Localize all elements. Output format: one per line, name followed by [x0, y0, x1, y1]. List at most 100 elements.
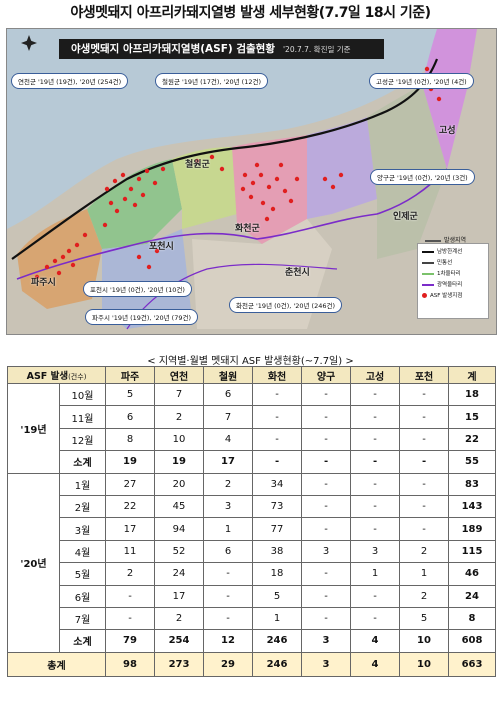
value-cell: 2 — [203, 472, 254, 496]
value-cell: 17 — [154, 584, 205, 608]
value-cell: - — [252, 450, 303, 474]
value-cell: 4 — [203, 427, 254, 452]
value-cell: - — [105, 584, 156, 608]
value-cell: 8 — [448, 606, 497, 631]
value-cell: - — [399, 517, 450, 541]
place-paju: 파주시 — [31, 278, 56, 288]
value-cell: 5 — [105, 382, 156, 407]
legend-item: 광역울타리 — [422, 280, 484, 291]
place-hwacheon: 화천군 — [235, 224, 260, 234]
value-cell: 7 — [203, 405, 254, 429]
value-cell: 246 — [252, 629, 303, 653]
table-row: 11월 6 2 7- - - -15 — [8, 405, 497, 429]
value-cell: 2 — [399, 539, 450, 564]
year-cell: '19년 — [7, 383, 60, 474]
legend-label: 남방한계선 — [437, 249, 463, 255]
value-cell: 52 — [154, 539, 205, 564]
value-cell: 94 — [154, 517, 205, 541]
value-cell: - — [350, 517, 401, 541]
month-cell: 5월 — [58, 562, 107, 586]
value-cell: 27 — [105, 472, 156, 496]
value-cell: 254 — [154, 629, 205, 653]
value-cell: 79 — [105, 629, 156, 653]
value-cell: - — [301, 382, 352, 407]
value-cell: - — [301, 472, 352, 496]
value-cell: 1 — [350, 562, 401, 586]
corner-label: ASF 발생 — [26, 371, 69, 382]
col-header: 파주 — [105, 366, 156, 384]
value-cell: 8 — [105, 427, 156, 452]
value-cell: - — [301, 562, 352, 586]
value-cell: 6 — [203, 539, 254, 564]
north-arrow — [21, 35, 37, 51]
value-cell: 38 — [252, 539, 303, 564]
infected-area-label: 발생지역 — [444, 237, 467, 244]
value-cell: - — [350, 584, 401, 608]
infected-area-legend: 발생지역 — [425, 235, 466, 244]
value-cell: - — [350, 472, 401, 496]
value-cell: - — [399, 450, 450, 474]
table-row: 소계 79 254 12 246 3 4 10 608 — [8, 629, 497, 653]
asf-table: ASF 발생(건수) 파주 연천 철원 화천 양구 고성 포천 계 '19년 10… — [6, 366, 497, 677]
legend-item: 남방한계선 — [422, 247, 484, 258]
table-row: 7월 -2-1- -5 8 — [8, 606, 497, 631]
month-cell: 6월 — [58, 584, 107, 608]
table-header-row: ASF 발생(건수) 파주 연천 철원 화천 양구 고성 포천 계 — [6, 366, 497, 384]
legend-label: 1차울타리 — [437, 271, 461, 277]
value-cell: 608 — [448, 629, 497, 653]
value-cell: 6 — [203, 382, 254, 407]
col-header: 철원 — [203, 366, 254, 384]
value-cell: 2 — [154, 405, 205, 429]
value-cell: - — [203, 584, 254, 608]
value-cell: - — [399, 405, 450, 429]
value-cell: 15 — [448, 405, 497, 429]
col-header: 화천 — [252, 366, 303, 384]
place-cheorwon: 철원군 — [185, 160, 210, 170]
value-cell: 4 — [350, 629, 401, 653]
col-header: 양구 — [301, 366, 352, 384]
month-cell: 소계 — [58, 629, 107, 653]
value-cell: 1 — [252, 606, 303, 631]
value-cell: - — [301, 517, 352, 541]
year-cell: '20년 — [7, 472, 60, 653]
legend-swatch — [422, 272, 434, 275]
callout-yanggu: 양구군 '19년 (0건), '20년 (3건) — [370, 169, 475, 185]
table-row: 6월 -17-5- -2 24 — [8, 584, 497, 608]
callout-hwacheon: 화천군 '19년 (0건), '20년 (246건) — [229, 297, 342, 313]
table-row: 4월 11 52 6 38 3 3 2 115 — [8, 539, 497, 564]
value-cell: 5 — [252, 584, 303, 608]
month-cell: 3월 — [58, 517, 107, 541]
region-hwacheon — [232, 135, 307, 244]
value-cell: 19 — [154, 450, 205, 474]
value-cell: - — [399, 472, 450, 496]
month-cell: 7월 — [58, 606, 107, 631]
map-banner-title: 야생멧돼지 아프리카돼지열병(ASF) 검출현황 — [71, 43, 275, 55]
legend-item: 민통선 — [422, 258, 484, 269]
value-cell: 45 — [154, 494, 205, 519]
value-cell: - — [252, 382, 303, 407]
map-banner-date: '20.7.7. 확진일 기준 — [283, 45, 351, 54]
total-cell: 246 — [252, 651, 303, 677]
value-cell: 3 — [301, 539, 352, 564]
table-row: '19년 10월 5 7 6- - - -18 — [7, 382, 497, 474]
value-cell: 115 — [448, 539, 497, 564]
value-cell: - — [350, 606, 401, 631]
region-pocheon — [102, 229, 192, 329]
value-cell: 6 — [105, 405, 156, 429]
value-cell: 10 — [399, 629, 450, 653]
total-cell: 29 — [203, 651, 254, 677]
value-cell: - — [350, 405, 401, 429]
value-cell: 83 — [448, 472, 497, 496]
total-cell: 3 — [301, 651, 352, 677]
value-cell: 17 — [105, 517, 156, 541]
value-cell: 73 — [252, 494, 303, 519]
month-cell: 12월 — [58, 427, 107, 452]
value-cell: - — [301, 584, 352, 608]
legend-swatch — [422, 250, 434, 253]
value-cell: 189 — [448, 517, 497, 541]
month-cell: 소계 — [58, 450, 107, 474]
map-banner: 야생멧돼지 아프리카돼지열병(ASF) 검출현황 '20.7.7. 확진일 기준 — [59, 39, 384, 59]
value-cell: 77 — [252, 517, 303, 541]
value-cell: 24 — [154, 562, 205, 586]
value-cell: - — [301, 405, 352, 429]
